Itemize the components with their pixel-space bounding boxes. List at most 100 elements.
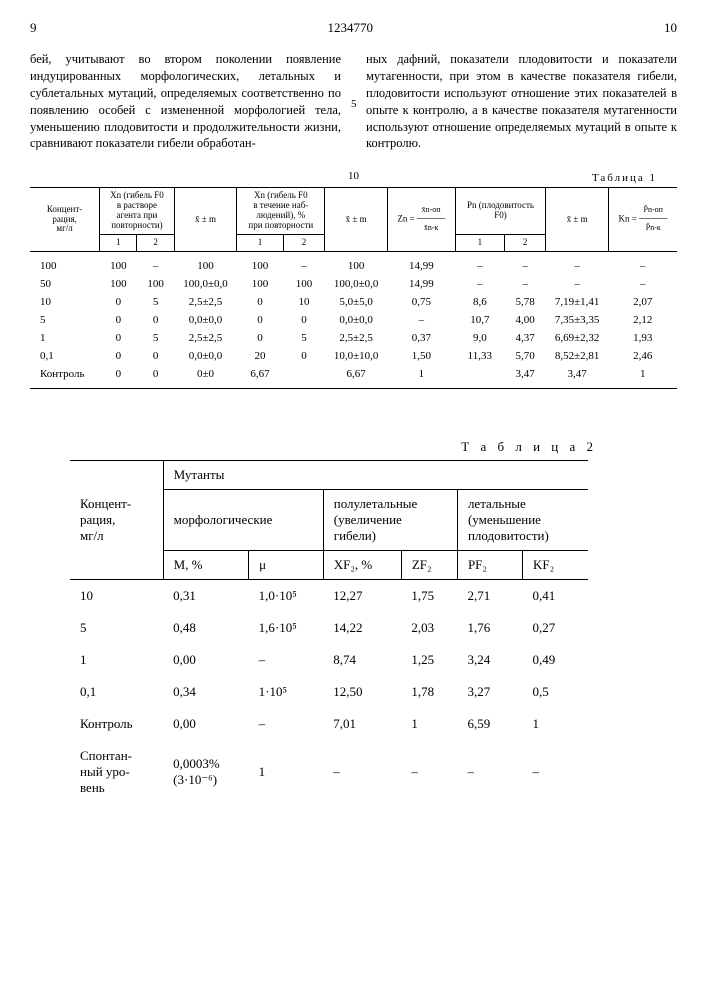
t1-s-2b: 2 (283, 234, 325, 251)
table-cell: 8,6 (455, 293, 504, 311)
table-cell: – (323, 740, 401, 804)
table-cell: 0 (283, 311, 325, 329)
table-row: 1052,5±2,5052,5±2,50,379,04,376,69±2,321… (30, 329, 677, 347)
t1-h-kn: Kn = P̄n-оп ───── P̄n-к (608, 188, 677, 251)
table-cell: 5 (137, 293, 174, 311)
table-row: 50100100100,0±0,0100100100,0±0,014,99–––… (30, 275, 677, 293)
table-cell: – (546, 251, 609, 275)
table-cell: 0,41 (522, 579, 587, 612)
t1-s-2c: 2 (504, 234, 545, 251)
table-cell: 0,31 (163, 579, 248, 612)
table-cell: 5,0±5,0 (325, 293, 388, 311)
table-cell: 4,00 (504, 311, 545, 329)
table-cell: 5 (137, 329, 174, 347)
table-cell: 1 (608, 365, 677, 389)
t1-h-pn: Pn (плодовитость F0) (455, 188, 546, 235)
t1-s-1a: 1 (100, 234, 137, 251)
t2-h-morph: морфологические (163, 489, 323, 550)
table-cell: 4,37 (504, 329, 545, 347)
table-cell: 1 (70, 644, 163, 676)
table-cell: 100,0±0,0 (325, 275, 388, 293)
table-cell: – (608, 275, 677, 293)
table-cell: 0,1 (30, 347, 100, 365)
table-cell: 1,75 (401, 579, 457, 612)
t1-body: 100100–100100–10014,99––––50100100100,0±… (30, 251, 677, 388)
table-cell: 0,00 (163, 708, 248, 740)
table-cell: 100,0±0,0 (174, 275, 237, 293)
page-right: 10 (664, 20, 677, 36)
t1-h-xm1: x̄ ± m (174, 188, 237, 251)
table-cell: 6,67 (325, 365, 388, 389)
table-cell: 0 (100, 347, 137, 365)
table-cell: 0 (137, 347, 174, 365)
table-cell: 0,75 (387, 293, 455, 311)
table-cell: 100 (325, 251, 388, 275)
table-cell: 1,6·10⁵ (249, 612, 324, 644)
table-cell: 3,47 (546, 365, 609, 389)
table-cell: 100 (30, 251, 100, 275)
text-columns: бей, учитывают во втором поколении появл… (30, 51, 677, 152)
table-cell: 5 (30, 311, 100, 329)
table-cell: 2,12 (608, 311, 677, 329)
table-cell: – (249, 644, 324, 676)
table-cell: 1 (401, 708, 457, 740)
table-cell: 10 (70, 579, 163, 612)
table-cell: 2,46 (608, 347, 677, 365)
table-cell: – (522, 740, 587, 804)
table-cell: 100 (174, 251, 237, 275)
table-cell: 1 (30, 329, 100, 347)
table-cell: 100 (100, 275, 137, 293)
table-cell: 0,5 (522, 676, 587, 708)
t2-sh1: M, % (163, 550, 248, 579)
table-cell: 0±0 (174, 365, 237, 389)
table-cell: 10 (30, 293, 100, 311)
t1-zn-l: Zn = (397, 214, 414, 224)
table-cell: 100 (283, 275, 325, 293)
table-cell: 2,5±2,5 (174, 329, 237, 347)
table-cell: 0 (237, 293, 283, 311)
table-cell: Спонтан- ный уро- вень (70, 740, 163, 804)
table-cell: 1·10⁵ (249, 676, 324, 708)
table-row: 0,10,341·10⁵12,501,783,270,5 (70, 676, 588, 708)
t1-h-xn1: Xn (гибель F0 в растворе агента при повт… (100, 188, 175, 235)
table-cell: 10 (283, 293, 325, 311)
t1-h-xn2: Xn (гибель F0 в течение наб- людений), %… (237, 188, 325, 235)
table-cell: 3,27 (457, 676, 522, 708)
table-cell: – (137, 251, 174, 275)
t2-h-let: летальные (уменьшение плодовитости) (457, 489, 587, 550)
table-cell: 0 (100, 293, 137, 311)
table-cell: 20 (237, 347, 283, 365)
table-cell: 0 (100, 365, 137, 389)
table-cell: 100 (137, 275, 174, 293)
t2-sh5: PF₂ (457, 550, 522, 579)
page-center: 1234770 (328, 20, 374, 36)
page-left: 9 (30, 20, 37, 36)
table-row: Контроль0,00–7,0116,591 (70, 708, 588, 740)
t1-s-1b: 1 (237, 234, 283, 251)
table-cell: 5,70 (504, 347, 545, 365)
table-cell: 12,50 (323, 676, 401, 708)
table-cell: 0,49 (522, 644, 587, 676)
table-cell: 0 (137, 365, 174, 389)
table-cell: 0,27 (522, 612, 587, 644)
table-cell: Контроль (30, 365, 100, 389)
t1-kn-l: Kn = (619, 214, 637, 224)
table-cell: – (608, 251, 677, 275)
table-cell: 0 (137, 311, 174, 329)
table-cell: Контроль (70, 708, 163, 740)
table-cell: 3,24 (457, 644, 522, 676)
table-2: Концент- рация, мг/л Мутанты морфологиче… (70, 460, 588, 804)
table-cell: 1 (249, 740, 324, 804)
table-cell: 6,69±2,32 (546, 329, 609, 347)
t1-h-conc: Концент- рация, мг/л (30, 188, 100, 251)
table2-label: Т а б л и ц а 2 (30, 439, 677, 455)
table-cell: 0 (100, 329, 137, 347)
table-cell: 3,47 (504, 365, 545, 389)
table-row: 50,481,6·10⁵14,222,031,760,27 (70, 612, 588, 644)
table-cell: – (249, 708, 324, 740)
right-col-text: ных дафний, показатели плодовитости и по… (366, 52, 677, 150)
table-cell: 2,03 (401, 612, 457, 644)
table-cell: 5 (70, 612, 163, 644)
t2-sh4: ZF₂ (401, 550, 457, 579)
table-cell: – (387, 311, 455, 329)
